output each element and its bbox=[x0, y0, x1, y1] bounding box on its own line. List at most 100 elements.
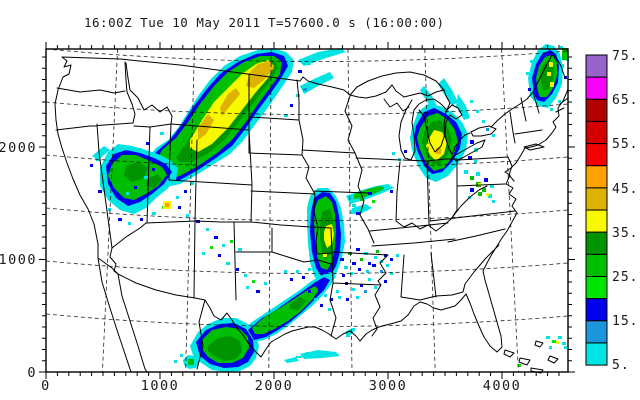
radar-speck bbox=[384, 186, 388, 189]
radar-speck bbox=[390, 272, 393, 275]
colorbar-label: 35. bbox=[612, 226, 638, 241]
radar-speck bbox=[374, 286, 377, 289]
radar-speck bbox=[174, 360, 177, 363]
radar-speck bbox=[290, 278, 293, 281]
radar-speck bbox=[338, 296, 341, 299]
radar-speck bbox=[128, 222, 131, 225]
radar-speck bbox=[296, 270, 299, 273]
x-tick-label: 0 bbox=[41, 378, 51, 394]
radar-speck bbox=[368, 278, 371, 281]
radar-speck bbox=[560, 46, 563, 49]
latitude-line bbox=[45, 207, 569, 221]
radar-speck bbox=[468, 156, 472, 160]
radar-speck bbox=[326, 52, 331, 55]
latitude-line bbox=[45, 260, 569, 274]
radar-speck bbox=[108, 208, 111, 211]
radar-speck bbox=[549, 62, 553, 67]
us-coast-and-borders bbox=[54, 54, 569, 358]
radar-speck bbox=[210, 246, 213, 249]
radar-speck bbox=[376, 188, 380, 191]
radar-speck bbox=[368, 262, 371, 265]
colorbar-cell bbox=[585, 320, 608, 344]
colorbar-cell bbox=[585, 342, 608, 366]
radar-speck bbox=[564, 346, 567, 349]
radar-speck bbox=[330, 258, 333, 261]
radar-speck bbox=[550, 108, 553, 111]
colorbar-label: 5. bbox=[612, 358, 630, 373]
radar-speck bbox=[230, 240, 233, 243]
radar-speckles bbox=[90, 46, 569, 367]
radar-speck bbox=[176, 196, 179, 199]
radar-speck bbox=[564, 76, 567, 79]
radar-speck bbox=[374, 256, 377, 259]
colorbar-label: 15. bbox=[612, 314, 638, 329]
radar-speck bbox=[482, 120, 485, 123]
radar-speck bbox=[396, 254, 399, 257]
radar-speck bbox=[528, 88, 531, 91]
radar-speck bbox=[380, 270, 383, 273]
radar-speck bbox=[314, 298, 317, 301]
radar-speck bbox=[146, 142, 149, 145]
radar-speck bbox=[160, 132, 164, 135]
radar-speck bbox=[206, 228, 209, 231]
radar-speck bbox=[360, 258, 363, 261]
radar-speck bbox=[134, 186, 137, 189]
radar-speck bbox=[336, 50, 340, 53]
radar-speck bbox=[372, 200, 375, 203]
longitude-line bbox=[501, 48, 519, 373]
radar-speck bbox=[296, 94, 300, 97]
radar-speck bbox=[214, 236, 218, 239]
x-axis-labels: 0 1000 2000 3000 4000 bbox=[41, 378, 520, 394]
radar-speck bbox=[360, 284, 363, 287]
radar-speck bbox=[144, 176, 148, 179]
radar-speck bbox=[478, 192, 482, 196]
colorbar-cell bbox=[585, 98, 608, 122]
radar-speck bbox=[352, 204, 356, 207]
radar-speck bbox=[336, 252, 339, 255]
radar-speck bbox=[184, 190, 187, 193]
radar-speck bbox=[486, 128, 489, 131]
radar-speck bbox=[346, 334, 350, 337]
radar-speck bbox=[218, 254, 221, 257]
radar-speck bbox=[492, 200, 495, 203]
colorbar-cell bbox=[585, 76, 608, 100]
radar-speck bbox=[552, 340, 556, 343]
radar-speck bbox=[306, 62, 311, 65]
echo-texas-dkgreen bbox=[208, 297, 306, 361]
echo-nplains-gold bbox=[198, 61, 274, 140]
colorbar-label: 55. bbox=[612, 137, 638, 152]
y-tick-label: 0 bbox=[27, 365, 37, 381]
radar-speck bbox=[546, 336, 550, 339]
latitude-line bbox=[45, 101, 569, 115]
radar-speck bbox=[366, 270, 369, 273]
radar-speck bbox=[238, 248, 242, 251]
radar-speck bbox=[518, 364, 521, 367]
latitude-line bbox=[45, 154, 569, 168]
radar-speck bbox=[296, 356, 302, 358]
radar-speck bbox=[390, 190, 393, 193]
radar-speck bbox=[352, 328, 355, 331]
longitude-line bbox=[102, 48, 118, 373]
plot-title-datetime: 16:00Z Tue 10 May 2011 bbox=[84, 15, 261, 30]
radar-speck bbox=[138, 148, 142, 151]
radar-speck bbox=[186, 214, 189, 217]
radar-speck bbox=[236, 268, 239, 271]
colorbar-cell bbox=[585, 143, 608, 167]
basemap bbox=[54, 54, 569, 374]
y-tick-label: 2000 bbox=[0, 140, 37, 156]
radar-speck bbox=[550, 82, 554, 87]
longitude-line bbox=[268, 48, 272, 373]
radar-speck bbox=[360, 198, 364, 201]
radar-speck bbox=[222, 244, 225, 247]
radar-speck bbox=[436, 148, 441, 154]
radar-speck bbox=[470, 176, 474, 180]
colorbar-label: 65. bbox=[612, 93, 638, 108]
x-tick-label: 2000 bbox=[255, 378, 294, 394]
colorbar-cell bbox=[585, 253, 608, 278]
radar-speck bbox=[376, 250, 379, 253]
colorbar-cell bbox=[585, 209, 608, 233]
radar-speck bbox=[356, 212, 360, 215]
radar-speck bbox=[246, 286, 249, 289]
colorbar-cell bbox=[585, 165, 608, 189]
